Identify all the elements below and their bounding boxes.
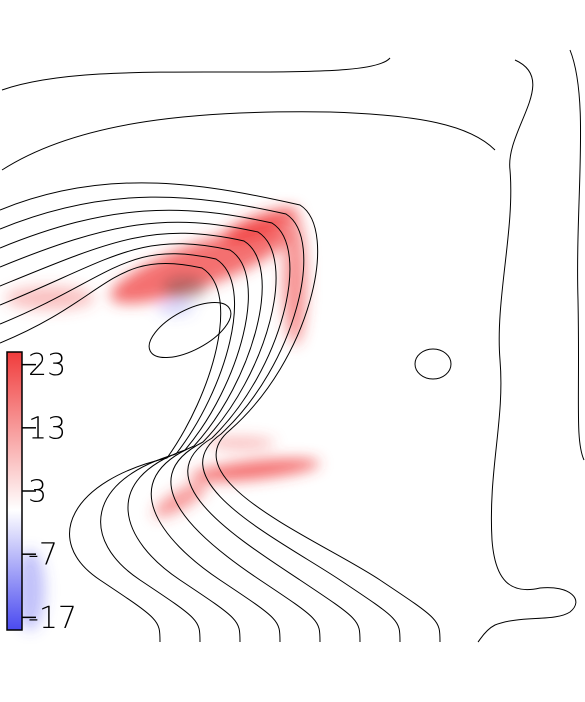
contour-line xyxy=(0,253,236,643)
colorbar xyxy=(6,351,23,631)
colorbar-tick-label: -7 xyxy=(28,538,58,573)
colorbar-tick-label: 13 xyxy=(28,411,66,446)
colorbar-tick-label: 23 xyxy=(28,348,66,383)
contour-line xyxy=(0,196,401,643)
contour-lines xyxy=(0,49,585,643)
colorbar-tick-label: 3 xyxy=(28,475,47,510)
contour-line xyxy=(0,182,441,643)
contour-line xyxy=(0,232,281,643)
contour-line xyxy=(0,243,249,643)
colorbar-tick-label: -17 xyxy=(28,601,77,636)
contour-line xyxy=(0,221,321,643)
contour-line xyxy=(0,209,361,643)
contour-line xyxy=(0,263,222,643)
